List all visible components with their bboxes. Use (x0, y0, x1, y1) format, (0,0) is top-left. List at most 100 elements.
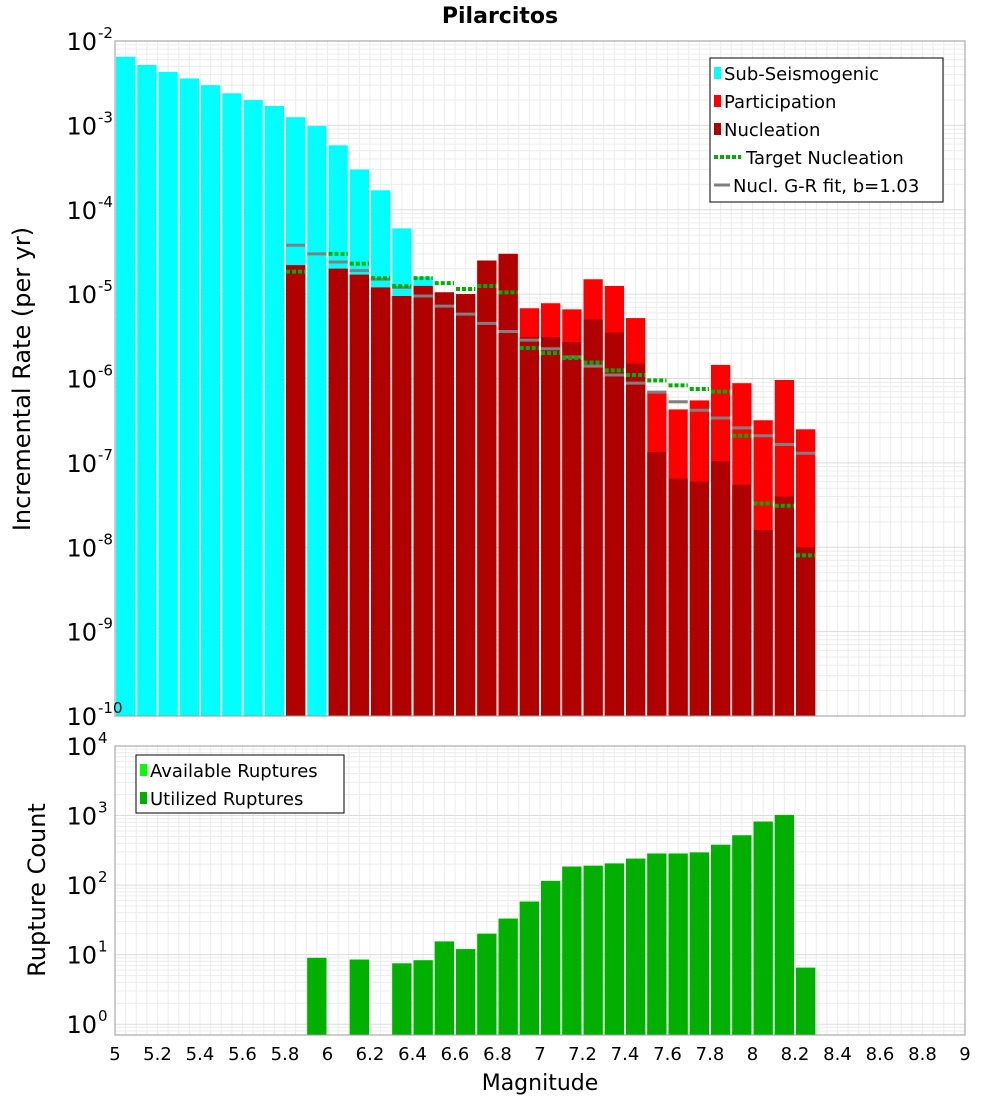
utilized-ruptures-bar (456, 949, 476, 1035)
nucleation-bar (541, 337, 561, 716)
nucleation-bar (349, 274, 369, 716)
legend-swatch-sub-seismogenic (714, 67, 721, 79)
nucleation-bar (498, 253, 518, 716)
bottom-y-tick-exponent: 1 (98, 938, 108, 956)
top-y-tick-label: 10 (66, 534, 97, 562)
x-tick-label: 7 (534, 1044, 545, 1065)
sub-seismogenic-bar (158, 71, 178, 717)
nucleation-bar (732, 484, 752, 716)
x-tick-label: 6.6 (441, 1044, 470, 1065)
nucleation-bar (286, 265, 306, 716)
sub-seismogenic-bar (243, 99, 263, 717)
nucleation-bar (456, 294, 476, 716)
legend-swatch-participation (714, 95, 721, 107)
nucleation-bar (796, 547, 816, 716)
nucleation-bar (668, 478, 688, 716)
utilized-ruptures-bar (711, 844, 731, 1035)
legend-label-utilized-ruptures: Utilized Ruptures (150, 789, 303, 810)
utilized-ruptures-bar (753, 821, 773, 1035)
utilized-ruptures-bar (434, 941, 454, 1035)
top-y-tick-label: 10 (66, 619, 97, 647)
utilized-ruptures-bar (583, 865, 603, 1035)
legend-label-target-nucleation: Target Nucleation (745, 148, 904, 169)
utilized-ruptures-bar (349, 959, 369, 1035)
bottom-y-tick-exponent: 3 (98, 799, 108, 817)
nucleation-bar (519, 337, 539, 716)
top-y-tick-label: 10 (66, 28, 97, 56)
top-y-tick-exponent: -2 (98, 24, 113, 42)
x-tick-label: 7.6 (653, 1044, 682, 1065)
utilized-ruptures-bar (626, 858, 646, 1035)
sub-seismogenic-bar (222, 93, 242, 716)
x-axis-label: Magnitude (482, 1071, 599, 1096)
top-y-tick-exponent: -4 (98, 193, 113, 211)
x-tick-label: 8.8 (908, 1044, 937, 1065)
x-tick-label: 8.6 (866, 1044, 895, 1065)
nucleation-bar (371, 287, 391, 716)
nucleation-bar (583, 319, 603, 716)
bottom-y-axis-label: Rupture Count (23, 803, 51, 977)
top-bars (116, 56, 816, 717)
utilized-ruptures-bar (668, 853, 688, 1035)
top-y-tick-exponent: -5 (98, 277, 113, 295)
x-tick-label: 7.4 (611, 1044, 640, 1065)
bottom-bars (307, 814, 816, 1035)
chart-title: Pilarcitos (442, 4, 558, 29)
legend-label-sub-seismogenic: Sub-Seismogenic (724, 64, 879, 85)
sub-seismogenic-bar (264, 105, 284, 717)
x-tick-label: 8.2 (781, 1044, 810, 1065)
bottom-legend: Available Ruptures Utilized Ruptures (135, 754, 345, 814)
legend-label-participation: Participation (724, 92, 836, 113)
x-tick-label: 5 (109, 1044, 120, 1065)
legend-swatch-utilized-ruptures (140, 792, 147, 804)
legend-swatch-available-ruptures (140, 764, 147, 776)
x-tick-label: 6.8 (483, 1044, 512, 1065)
top-y-tick-exponent: -8 (98, 530, 113, 548)
utilized-ruptures-bar (647, 853, 667, 1035)
utilized-ruptures-bar (796, 967, 816, 1035)
nucleation-bar (562, 342, 582, 716)
bottom-legend-box (135, 754, 345, 814)
utilized-ruptures-bar (519, 901, 539, 1035)
nucleation-bar (647, 451, 667, 716)
nucleation-bar (434, 292, 454, 716)
utilized-ruptures-bar (562, 866, 582, 1035)
top-y-tick-exponent: -9 (98, 615, 113, 633)
top-y-tick-exponent: -10 (98, 699, 123, 717)
nucleation-bar (753, 530, 773, 716)
top-legend: Sub-Seismogenic Participation Nucleation… (709, 57, 944, 203)
x-tick-label: 7.2 (568, 1044, 597, 1065)
top-y-tick-exponent: -6 (98, 362, 113, 380)
top-segments (286, 243, 816, 558)
top-y-tick-exponent: -7 (98, 446, 113, 464)
x-tick-label: 7.8 (696, 1044, 725, 1065)
utilized-ruptures-bar (604, 863, 624, 1035)
top-y-tick-label: 10 (66, 281, 97, 309)
utilized-ruptures-bar (498, 918, 518, 1035)
nucleation-bar (774, 496, 794, 716)
top-y-tick-exponent: -3 (98, 108, 113, 126)
bottom-y-tick-exponent: 4 (98, 729, 108, 747)
utilized-ruptures-bar (541, 880, 561, 1035)
bottom-x-ticks: 5 5.2 5.4 5.6 5.8 6 6.2 6.4 6.6 6.8 7 7.2 7.4 7.6 7.8 8… (109, 1044, 970, 1065)
utilized-ruptures-bar (392, 963, 412, 1035)
bottom-y-tick-label: 10 (66, 1011, 97, 1039)
top-y-axis-label: Incremental Rate (per yr) (8, 227, 36, 531)
top-y-tick-label: 10 (66, 112, 97, 140)
x-tick-label: 5.6 (228, 1044, 257, 1065)
sub-seismogenic-bar (137, 64, 157, 716)
nucleation-bar (711, 461, 731, 716)
nucleation-bar (689, 481, 709, 716)
legend-label-nucleation: Nucleation (724, 120, 820, 141)
bottom-y-tick-label: 10 (66, 942, 97, 970)
nucleation-bar (477, 260, 497, 716)
x-tick-label: 5.8 (271, 1044, 300, 1065)
sub-seismogenic-bar (179, 78, 199, 717)
utilized-ruptures-bar (413, 960, 433, 1035)
nucleation-bar (392, 296, 412, 716)
sub-seismogenic-bar (116, 56, 136, 716)
